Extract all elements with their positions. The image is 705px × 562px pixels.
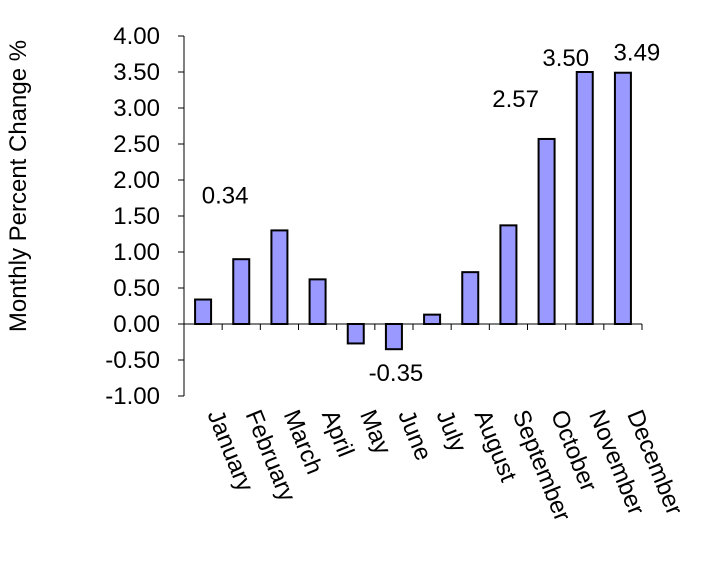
y-axis-ticks: 4.00 3.50 3.00 2.50 2.00 1.50 1.00 0.50 0.00 -0.5… <box>105 23 184 410</box>
bar-december <box>613 71 632 325</box>
x-tick-label: May <box>354 406 396 458</box>
y-tick-label: 4.00 <box>113 23 160 50</box>
bar-october <box>537 137 556 325</box>
bar-april <box>308 278 327 325</box>
y-tick-label: 1.00 <box>113 239 160 266</box>
y-tick-label: 3.50 <box>113 59 160 86</box>
bar-september <box>499 224 518 325</box>
x-tick-label: July <box>431 406 472 456</box>
bars <box>194 71 632 351</box>
bar-february <box>232 258 251 326</box>
bar-march <box>270 229 289 325</box>
data-label-november: 3.50 <box>542 45 589 72</box>
axes <box>183 36 643 396</box>
bar-may <box>346 323 365 345</box>
y-tick-label: 2.50 <box>113 131 160 158</box>
bar-july <box>423 313 442 326</box>
x-tick-label: June <box>392 406 437 464</box>
y-tick-label: -1.00 <box>105 383 160 410</box>
data-label-june: -0.35 <box>369 360 424 387</box>
y-axis-title: Monthly Percent Change % <box>5 40 32 332</box>
bar-june <box>384 323 403 351</box>
data-label-october: 2.57 <box>492 86 539 113</box>
y-tick-label: 0.00 <box>113 311 160 338</box>
y-tick-label: 3.00 <box>113 95 160 122</box>
bar-january <box>194 298 213 325</box>
data-label-january: 0.34 <box>202 183 249 210</box>
data-labels: 0.34 -0.35 2.573.50 3.49 <box>202 40 661 387</box>
data-label-december: 3.49 <box>614 40 661 67</box>
bar-august <box>461 271 480 326</box>
bar-november <box>575 71 594 325</box>
y-tick-label: 0.50 <box>113 275 160 302</box>
y-tick-label: 1.50 <box>113 203 160 230</box>
x-axis-labels: JanuaryFebruaryMarchAprilMayJuneJulyAugu… <box>202 406 688 525</box>
y-tick-label: 2.00 <box>113 167 160 194</box>
y-tick-label: -0.50 <box>105 347 160 374</box>
